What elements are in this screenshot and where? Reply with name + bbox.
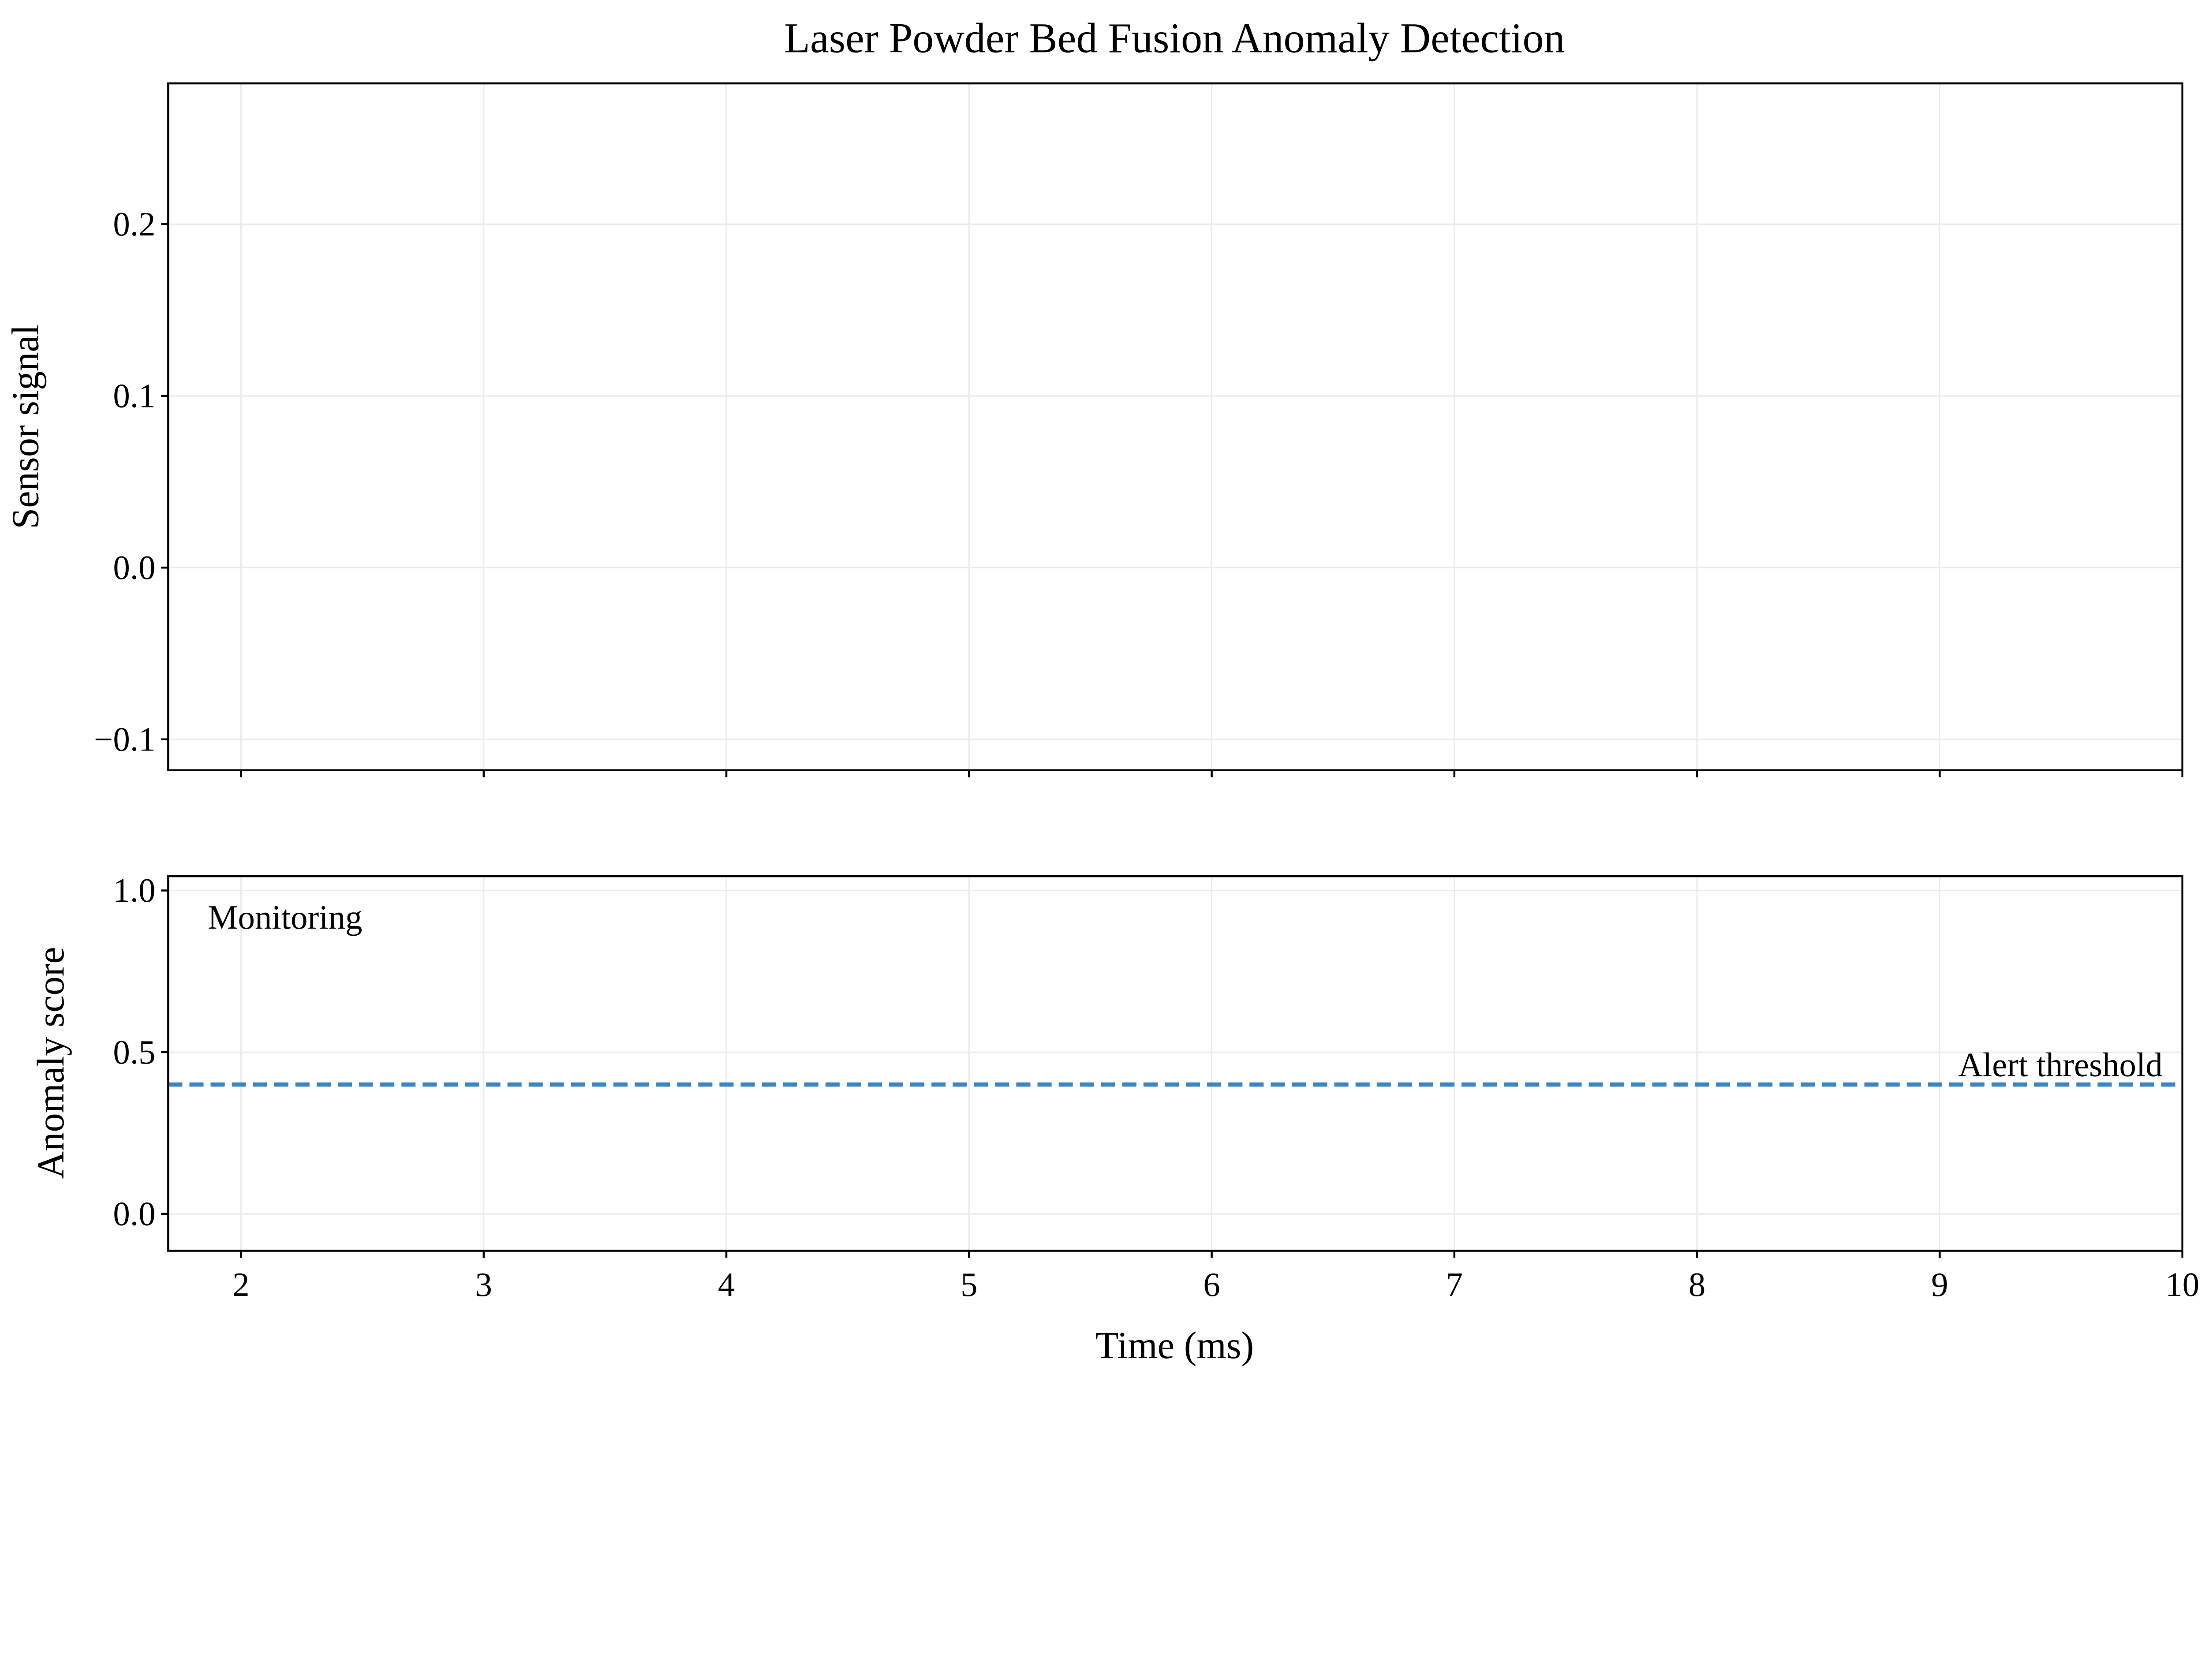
anomaly-score-axes: 2 3 4 5 6 7 8 9 10 0.0 0.5 1.0 Alert threshold Monito…	[113, 871, 2199, 1303]
x-tick-label: 9	[1931, 1266, 1948, 1303]
x-tick-label: 3	[475, 1266, 492, 1303]
y-tick-label: 0.5	[113, 1033, 155, 1071]
sensor-signal-axes: −0.1 0.0 0.1 0.2	[94, 82, 2183, 777]
x-tick-label: 2	[232, 1266, 249, 1303]
y-tick-label: 0.0	[113, 1195, 155, 1233]
x-axis-label: Time (ms)	[1095, 1324, 1254, 1366]
status-annotation: Monitoring	[208, 898, 362, 936]
axes-frame	[167, 875, 2183, 1252]
x-tick-label: 8	[1689, 1266, 1705, 1303]
bottom-y-axis-label: Anomaly score	[30, 947, 72, 1179]
y-tick-label: 1.0	[113, 871, 155, 909]
y-tick-label: 0.1	[113, 377, 155, 414]
y-tick-label: 0.2	[113, 205, 155, 243]
plot-area	[168, 876, 2183, 1251]
figure: Laser Powder Bed Fusion Anomaly Detectio…	[4, 15, 2200, 1367]
x-tick-label: 7	[1446, 1266, 1463, 1303]
y-tick-label: 0.0	[113, 549, 155, 586]
axes-frame	[167, 82, 2183, 772]
alert-threshold-label: Alert threshold	[1958, 1045, 2162, 1083]
x-tick-label: 10	[2165, 1266, 2199, 1303]
chart-title: Laser Powder Bed Fusion Anomaly Detectio…	[784, 15, 1565, 62]
x-tick-label: 5	[960, 1266, 977, 1303]
top-y-axis-label: Sensor signal	[4, 325, 47, 529]
y-tick-label: −0.1	[94, 720, 156, 758]
x-tick-label: 6	[1203, 1266, 1220, 1303]
plot-area	[168, 83, 2183, 770]
x-tick-label: 4	[718, 1266, 735, 1303]
